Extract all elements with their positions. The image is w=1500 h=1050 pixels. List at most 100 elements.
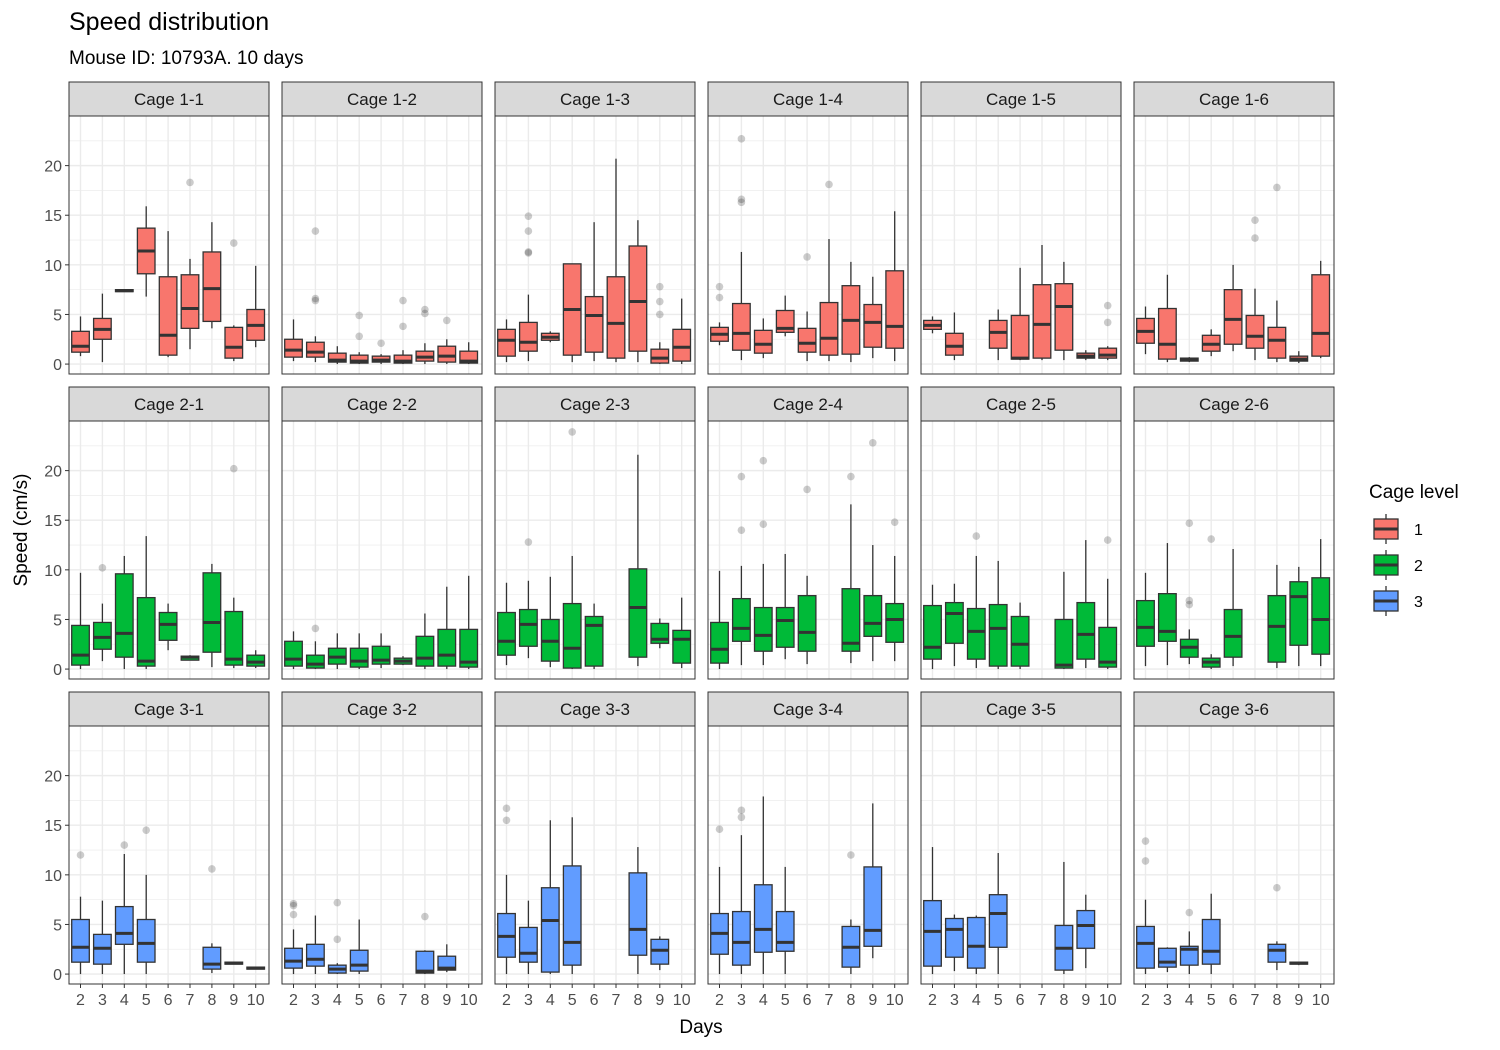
x-tick-label: 8	[633, 992, 642, 1009]
box-day-8	[415, 912, 435, 975]
box-day-4	[753, 796, 773, 975]
box-day-7	[819, 180, 839, 362]
outlier-point	[333, 898, 342, 907]
outlier-point	[1273, 183, 1281, 192]
x-tick-label: 7	[186, 992, 195, 1009]
outlier-point	[443, 316, 451, 325]
facet-strip-label: Cage 1-1	[134, 90, 204, 109]
box-day-5	[136, 536, 156, 670]
x-tick-label: 5	[994, 992, 1003, 1009]
box-iqr	[327, 352, 347, 363]
x-tick-label: 5	[1207, 992, 1216, 1009]
panel-border	[281, 725, 483, 985]
x-tick-label: 3	[98, 992, 107, 1009]
outlier-point	[311, 624, 320, 633]
box-iqr	[562, 865, 582, 966]
x-tick-label: 2	[289, 992, 298, 1009]
box-day-3	[944, 583, 964, 667]
y-tick-label: 5	[53, 917, 62, 934]
x-tick-label: 2	[502, 992, 511, 1009]
box-iqr	[415, 950, 435, 974]
box-iqr	[1267, 326, 1287, 359]
outlier-point	[502, 804, 511, 813]
box-day-2	[710, 825, 729, 975]
box-day-7	[180, 655, 200, 661]
panel-background	[282, 116, 482, 374]
x-axis-title: Days	[679, 1017, 722, 1038]
facet-strip-label: Cage 2-5	[986, 395, 1056, 414]
box-day-10	[246, 265, 266, 348]
box-day-9	[437, 944, 457, 973]
facet-strip	[281, 386, 483, 422]
outlier-point	[1207, 535, 1215, 543]
box-iqr	[797, 327, 817, 353]
box-day-5	[988, 853, 1008, 975]
box-day-2	[923, 316, 942, 334]
facet-strip-label: Cage 3-2	[347, 700, 417, 719]
box-iqr	[305, 943, 325, 967]
x-tick-label: 7	[612, 992, 621, 1009]
box-iqr	[650, 348, 670, 364]
outlier-point	[1273, 883, 1281, 892]
outlier-point	[715, 282, 724, 291]
box-day-4	[1179, 519, 1199, 665]
facet-strip-label: Cage 3-1	[134, 700, 204, 719]
box-day-3	[305, 624, 325, 670]
outlier-point	[289, 910, 298, 919]
chart-title: Speed distribution	[69, 8, 269, 36]
box-day-10	[459, 575, 479, 670]
box-iqr	[841, 588, 861, 652]
box-day-7	[1245, 216, 1265, 361]
facet-strip-label: Cage 3-4	[773, 700, 843, 719]
x-tick-label: 5	[781, 992, 790, 1009]
box-day-9	[1076, 350, 1096, 361]
legend-label: 2	[1414, 558, 1423, 575]
x-tick-label: 4	[759, 992, 768, 1009]
box-iqr	[349, 354, 369, 364]
box-iqr	[863, 303, 883, 348]
x-tick-label: 8	[207, 992, 216, 1009]
box-iqr	[459, 350, 479, 364]
box-day-5	[988, 309, 1008, 361]
box-day-4	[966, 915, 986, 975]
outlier-point	[737, 472, 746, 481]
outlier-point	[715, 825, 724, 833]
box-iqr	[863, 866, 883, 947]
outlier-point	[759, 520, 768, 528]
facet-strip	[707, 386, 909, 422]
box-iqr	[1098, 347, 1118, 359]
outlier-point	[737, 198, 746, 207]
outlier-point	[1185, 908, 1194, 917]
box-iqr	[863, 594, 883, 637]
box-day-2	[497, 804, 516, 975]
box-iqr	[775, 910, 795, 952]
outlier-point	[289, 901, 298, 910]
x-tick-label: 10	[673, 992, 691, 1009]
facet-strip-label: Cage 2-4	[773, 395, 843, 414]
box-day-3	[305, 227, 325, 363]
box-day-5	[775, 295, 795, 337]
box-iqr	[497, 611, 516, 656]
box-day-3	[305, 915, 325, 975]
outlier-point	[825, 180, 833, 189]
box-day-2	[497, 319, 516, 363]
box-iqr	[202, 572, 222, 653]
y-tick-label: 5	[53, 307, 62, 324]
box-iqr	[731, 910, 751, 966]
x-tick-label: 5	[142, 992, 151, 1009]
x-tick-label: 8	[1272, 992, 1281, 1009]
box-iqr	[136, 596, 156, 667]
box-iqr	[71, 624, 90, 666]
box-iqr	[136, 918, 156, 963]
box-day-10	[672, 597, 692, 669]
box-iqr	[284, 947, 303, 969]
box-day-4	[540, 331, 560, 343]
box-day-6	[1010, 602, 1030, 670]
box-day-8	[1054, 571, 1074, 670]
facet-strip-label: Cage 1-2	[347, 90, 417, 109]
box-iqr	[628, 872, 648, 956]
box-iqr	[284, 640, 303, 667]
box-iqr	[1157, 307, 1177, 360]
box-day-4	[327, 633, 347, 670]
